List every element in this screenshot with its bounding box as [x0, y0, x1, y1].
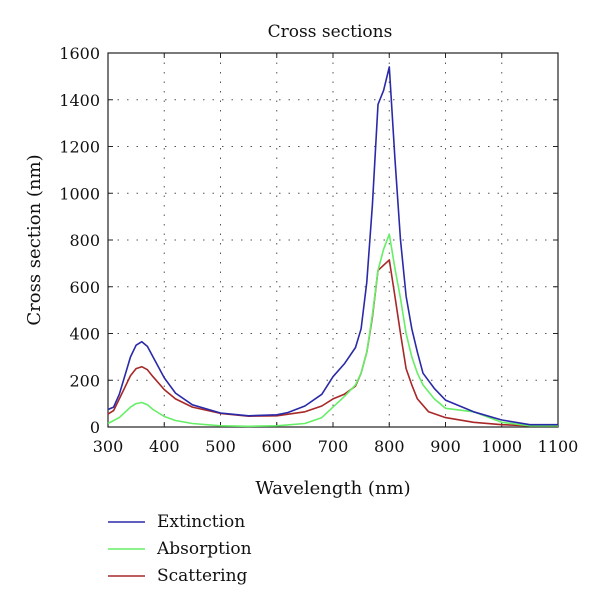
series-lines	[107, 66, 558, 428]
y-tick-label: 600	[69, 278, 100, 297]
series-line-extinction	[107, 66, 558, 426]
x-tick-label: 1100	[538, 437, 579, 456]
x-tick-label: 800	[374, 437, 405, 456]
x-tick-label: 300	[93, 437, 124, 456]
y-tick-label: 400	[69, 325, 100, 344]
series-line-absorption	[107, 233, 558, 428]
x-tick-label: 500	[205, 437, 236, 456]
y-tick-label: 1400	[59, 91, 100, 110]
y-tick-label: 800	[69, 231, 100, 250]
legend-label-absorption: Absorption	[156, 539, 252, 559]
x-tick-label: 700	[318, 437, 349, 456]
y-tick-label: 1200	[59, 138, 100, 157]
x-axis: 300 400 500 600 700 800 900 1000 1100	[93, 53, 579, 456]
x-tick-label: 900	[430, 437, 461, 456]
x-axis-label: Wavelength (nm)	[255, 478, 410, 499]
x-tick-label: 600	[261, 437, 292, 456]
y-axis-label: Cross section (nm)	[24, 154, 45, 325]
legend-label-scattering: Scattering	[157, 566, 248, 586]
y-tick-label: 1600	[59, 44, 100, 63]
series-line-scattering	[107, 259, 558, 427]
chart-title: Cross sections	[268, 22, 393, 42]
y-axis: 0 200 400 600 800 1000 1200 1400 1600	[59, 44, 558, 437]
x-tick-label: 400	[149, 437, 180, 456]
y-tick-label: 0	[90, 418, 100, 437]
y-tick-label: 200	[69, 371, 100, 390]
y-tick-label: 1000	[59, 184, 100, 203]
legend-label-extinction: Extinction	[157, 512, 245, 532]
legend: Extinction Absorption Scattering	[108, 512, 252, 586]
x-tick-label: 1000	[481, 437, 522, 456]
